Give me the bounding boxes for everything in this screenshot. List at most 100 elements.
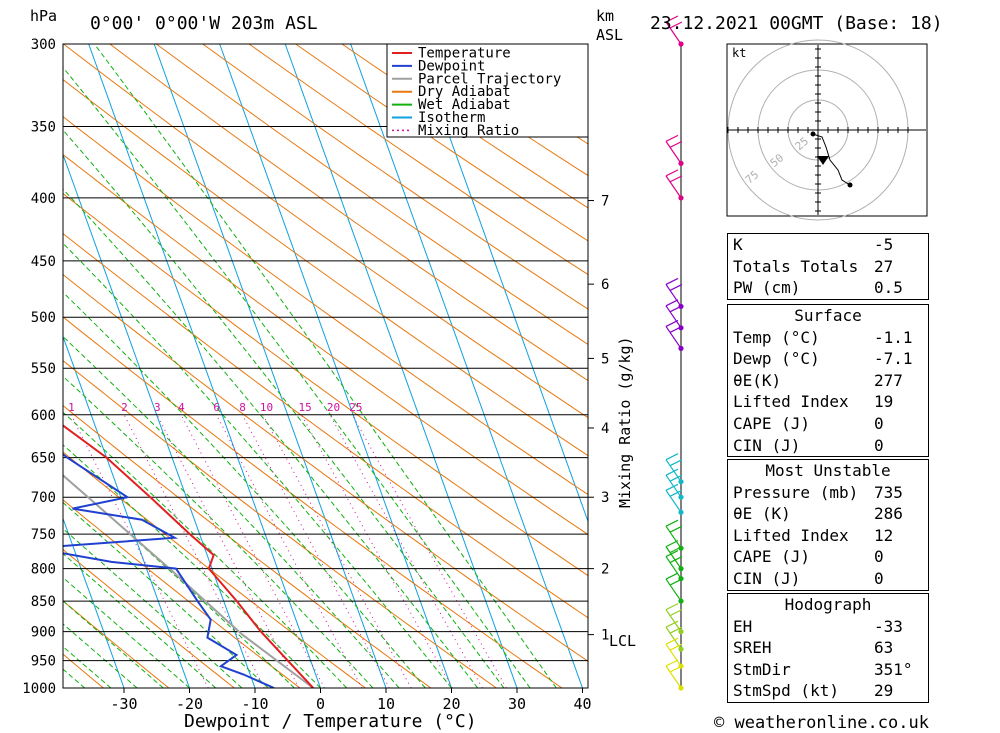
wet-adiabat-line (63, 576, 190, 688)
surface-row: Lifted Index 19 (733, 392, 894, 412)
hodograph-title: Hodograph (784, 595, 872, 614)
wind-barb-flag (669, 325, 683, 333)
wet-adiabat-line (63, 66, 531, 688)
wind-barb-flag (665, 468, 679, 476)
profiles (63, 424, 315, 688)
dry-adiabat-line (63, 360, 497, 688)
wet-adiabat-line (63, 188, 479, 688)
isotherm-line (63, 153, 256, 688)
wind-barb-staff (665, 578, 682, 602)
wind-barb-flag (665, 483, 679, 491)
wet-adiabat-line (63, 623, 138, 688)
wind-barb-staff (665, 175, 682, 199)
hodograph-start (810, 131, 816, 137)
wind-barb-flag (665, 637, 679, 645)
legend-label: Temperature (418, 46, 511, 62)
hodograph-row: StmDir 351° (733, 659, 913, 679)
wind-barb-flag (669, 459, 683, 467)
wind-barb-flag (665, 277, 679, 285)
wind-barb-flag (669, 140, 683, 148)
dry-adiabat-line (156, 44, 588, 346)
pressure-tick-label: 400 (31, 191, 56, 207)
wind-barb-staff (665, 284, 682, 307)
pressure-tick-label: 500 (31, 310, 56, 326)
mixing-ratio-label: 4 (178, 401, 185, 414)
wind-barb-staff (665, 141, 682, 164)
pressure-tick-label: 550 (31, 361, 56, 377)
mixing-ratio-label: 2 (121, 401, 128, 414)
index-row-totals: Totals Totals 27 (733, 256, 894, 276)
mixing-ratio-label: 1 (68, 401, 75, 414)
temperature-tick-label: -20 (176, 695, 203, 713)
wind-barb-flag (669, 283, 683, 291)
temperature-tick-label: 0 (316, 695, 325, 713)
wind-barb-flag (669, 578, 683, 586)
height-tick-label: 5 (601, 351, 609, 367)
pressure-tick-label: 800 (31, 562, 56, 578)
mixing-ratio-axis-title: Mixing Ratio (g/kg) (616, 336, 634, 508)
mixing-ratio-label: 20 (327, 401, 340, 414)
dry-adiabat-line (295, 44, 588, 242)
wind-barb-flag (665, 550, 679, 558)
pressure-tick-label: 600 (31, 408, 56, 424)
isotherm-line (63, 335, 190, 688)
wet-adiabat-line (63, 553, 217, 688)
wind-barb-staff (665, 643, 682, 667)
wind-barb-staff (665, 305, 682, 329)
most-unstable-row: θE (K) 286 (733, 504, 903, 524)
wind-barb-flag (665, 15, 679, 23)
mixing-ratio-line (156, 414, 300, 688)
hodograph-table: Hodograph EH -33 SREH 63 StmDir 351° StmSpd… (727, 593, 929, 703)
pressure-tick-label: 450 (31, 254, 56, 270)
index-row-k: K -5 (733, 235, 894, 254)
hodograph-end (847, 182, 853, 188)
wind-barb-flag (669, 626, 683, 634)
wind-barb-flag (669, 665, 683, 673)
pressure-tick-label: 700 (31, 490, 56, 506)
temperature-tick-label: -30 (110, 695, 137, 713)
mixing-ratio-label: 10 (260, 401, 273, 414)
most-unstable-row: CIN (J) 0 (733, 568, 884, 588)
pressure-tick-label: 350 (31, 119, 56, 135)
pressure-tick-label: 950 (31, 654, 56, 670)
dry-adiabat-line (63, 600, 170, 688)
temperature-axis: -30 -20 -10 0 10 20 30 40 (110, 688, 592, 713)
mixing-ratio-line (329, 414, 483, 688)
mixing-ratio-line (180, 414, 325, 688)
surface-title: Surface (794, 306, 862, 325)
asl-label: ASL (596, 26, 623, 44)
wind-barb-flag (669, 489, 683, 497)
temperature-tick-label: 10 (377, 695, 395, 713)
wind-barb-staff (665, 459, 682, 483)
storm-motion-marker (817, 156, 829, 165)
pressure-tick-label: 850 (31, 594, 56, 610)
temperature-line (63, 424, 315, 688)
wind-barb-staff (665, 665, 682, 689)
isobars (63, 43, 588, 689)
mixing-ratio-line (123, 414, 265, 688)
mixing-ratio-label: 8 (239, 401, 246, 414)
temperature-tick-label: -10 (241, 695, 268, 713)
wind-barb-staff (665, 326, 682, 349)
wind-barb-flag (665, 519, 679, 527)
hodograph-row: SREH 63 (733, 638, 894, 658)
hodograph-row: StmSpd (kt) 29 (733, 681, 894, 701)
surface-row: Temp (°C) -1.1 (733, 327, 913, 347)
dry-adiabat-line (63, 44, 588, 419)
wind-barb-staff (665, 21, 682, 45)
surface-row: CIN (J) 0 (733, 435, 884, 455)
height-tick-label: 4 (601, 421, 609, 437)
wind-barb-column (665, 15, 684, 691)
km-label: km (596, 7, 614, 25)
wet-adiabat-line (63, 501, 269, 688)
isotherm-line (88, 44, 321, 688)
height-axis: 7 6 5 4 3 2 1 (588, 194, 609, 644)
isotherm-line (153, 44, 387, 688)
height-tick-label: 2 (601, 562, 609, 578)
parcel-trajectory-line (63, 474, 314, 688)
temperature-tick-label: 30 (508, 695, 526, 713)
lcl-label: LCL (609, 632, 636, 650)
